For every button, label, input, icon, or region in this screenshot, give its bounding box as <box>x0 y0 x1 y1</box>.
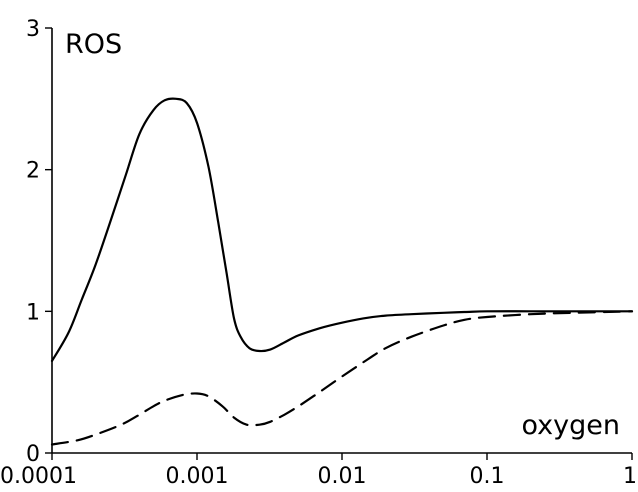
x-axis-title: oxygen <box>521 410 620 441</box>
ticks: 0 1 2 3 0.0001 0.001 0.01 0.1 1 <box>0 17 637 489</box>
y-tick-label: 0 <box>26 442 40 467</box>
axes <box>51 28 632 454</box>
x-tick-label: 0.001 <box>166 464 229 489</box>
solid-series-line <box>50 97 634 362</box>
x-tick-label: 0.0001 <box>0 464 77 489</box>
y-tick-label: 3 <box>26 17 40 42</box>
dashed-series-line <box>50 310 634 446</box>
x-tick-label: 1 <box>623 464 637 489</box>
series <box>50 97 634 446</box>
y-axis-title: ROS <box>65 29 122 60</box>
y-tick-label: 2 <box>26 159 40 184</box>
x-tick-label: 0.01 <box>318 464 367 489</box>
y-tick-label: 1 <box>26 300 40 325</box>
x-tick-label: 0.1 <box>470 464 505 489</box>
